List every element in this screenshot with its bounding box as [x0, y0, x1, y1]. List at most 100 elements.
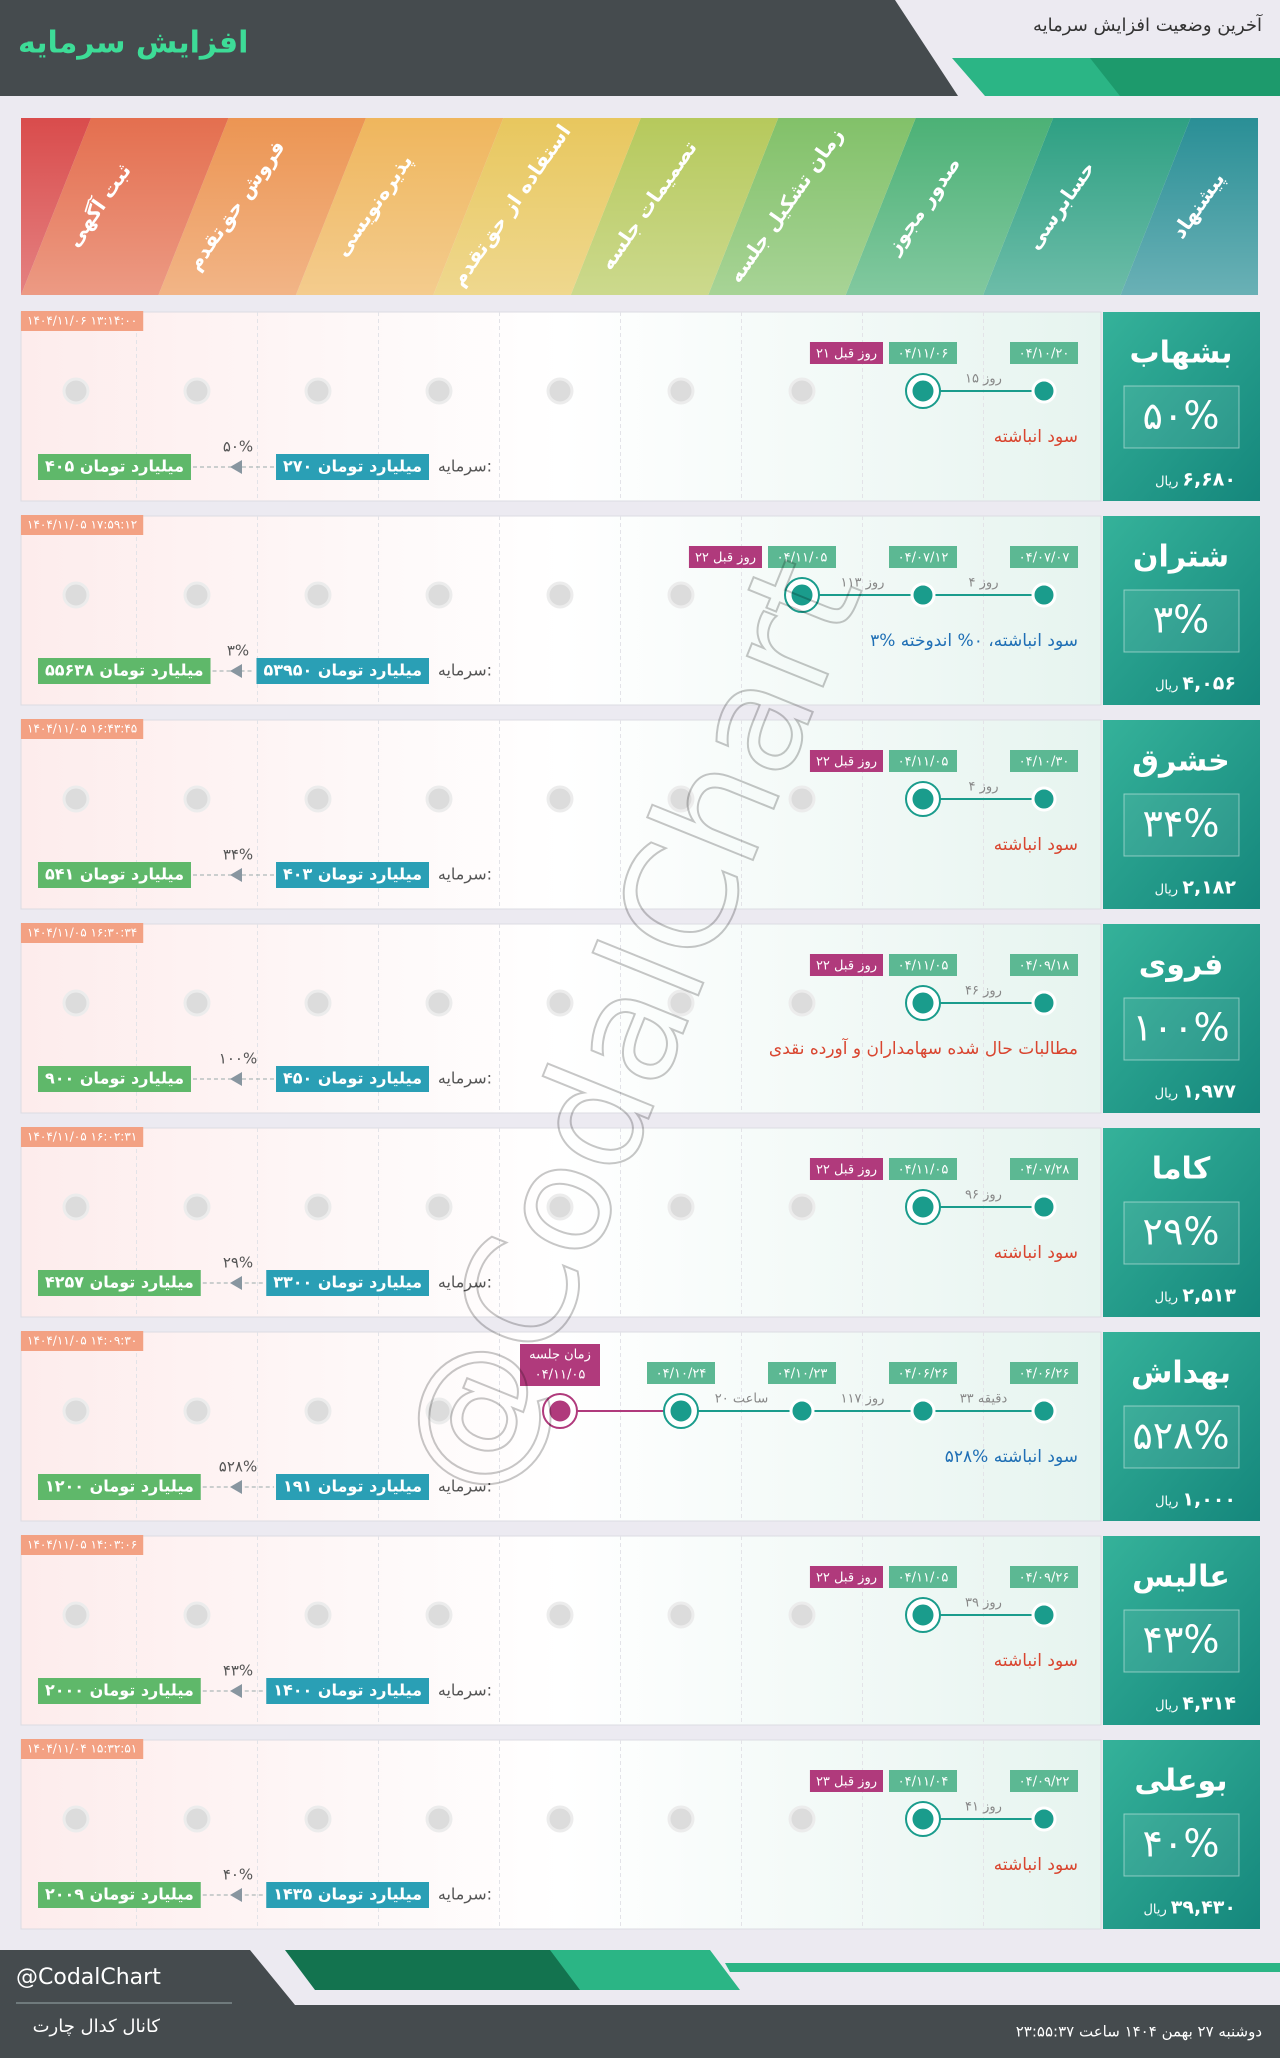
price: ۶,۶۸۰	[1182, 469, 1236, 491]
price-unit: ریال	[1143, 1903, 1166, 1918]
timestamp: ۱۴۰۴/۱۱/۰۵ ۱۶:۳۰:۳۴	[27, 926, 137, 940]
stage-fade	[21, 118, 1258, 295]
capital-from-box	[266, 1678, 429, 1704]
node-done	[909, 377, 937, 405]
company-percent: ۵۰%	[1143, 394, 1220, 438]
date-box	[768, 1362, 836, 1384]
timestamp: ۱۴۰۴/۱۱/۰۵ ۱۶:۰۲:۳۱	[27, 1130, 137, 1144]
header-stripe	[1090, 58, 1280, 96]
node-pending	[183, 1397, 211, 1425]
company-name: بشهاب	[1129, 336, 1232, 371]
capital-label: سرمایه:	[438, 457, 492, 477]
date-box	[1010, 750, 1078, 772]
node-pending	[546, 1193, 574, 1221]
price: ۱,۹۷۷	[1182, 1081, 1236, 1103]
node-pending	[62, 785, 90, 813]
node-done	[910, 582, 936, 608]
date-box	[889, 1158, 957, 1180]
capital-to: ۵۵۶۳۸ میلیارد تومان	[45, 661, 204, 680]
date-label: ۰۴/۱۰/۲۴	[656, 1367, 707, 1382]
date-box	[1010, 342, 1078, 364]
date-box	[889, 1566, 957, 1588]
timestamp-box	[21, 515, 144, 535]
footer-datetime: دوشنبه ۲۷ بهمن ۱۴۰۴ ساعت ۲۳:۵۵:۳۷	[1016, 2023, 1262, 2041]
capital-label: سرمایه:	[438, 865, 492, 885]
price: ۲,۵۱۳	[1182, 1285, 1236, 1307]
note: سود انباشته	[994, 1855, 1078, 1875]
price-unit: ریال	[1155, 883, 1178, 898]
node-pending	[62, 377, 90, 405]
timestamp-box	[21, 1331, 144, 1351]
date-box	[1010, 1770, 1078, 1792]
node-pending	[183, 377, 211, 405]
company-name: بوعلی	[1134, 1764, 1227, 1799]
capital-pct: ۴۳%	[223, 1662, 253, 1680]
price-unit: ریال	[1155, 475, 1178, 490]
capital-from: ۱۴۳۵ میلیارد تومان	[273, 1885, 422, 1904]
gap-label: ۴۱ روز	[965, 1800, 1002, 1815]
date-label: ۰۴/۰۷/۲۸	[1019, 1163, 1070, 1178]
company-name: بهداش	[1131, 1356, 1231, 1391]
node-pending	[304, 1601, 332, 1629]
node-pending	[667, 989, 695, 1017]
capital-to-box	[38, 862, 191, 888]
date-box	[889, 1770, 957, 1792]
node-pending	[667, 785, 695, 813]
date-label: ۰۴/۱۱/۰۵	[898, 1571, 949, 1586]
days-ago-box	[809, 342, 883, 364]
timestamp-box	[21, 1127, 144, 1147]
footer-bar	[0, 1950, 1280, 2058]
footer-stripe	[285, 1950, 590, 1990]
capital-to: ۴۰۵ میلیارد تومان	[45, 457, 184, 476]
price-unit: ریال	[1155, 1699, 1178, 1714]
gap-label: ۳۳ دقیقه	[960, 1392, 1008, 1407]
node-pending	[304, 581, 332, 609]
date-label: ۰۴/۱۱/۰۵	[898, 1163, 949, 1178]
node-pending	[546, 1805, 574, 1833]
capital-arrow	[230, 664, 242, 678]
node-pending	[62, 1193, 90, 1221]
node-pending	[546, 581, 574, 609]
days-ago: ۲۳ روز قبل	[816, 1775, 877, 1790]
capital-from-box	[266, 1882, 429, 1908]
capital-pct: ۲۹%	[223, 1254, 253, 1272]
node-done	[1031, 786, 1057, 812]
node-done	[1031, 582, 1057, 608]
node-pending	[425, 1601, 453, 1629]
timestamp-box	[21, 1535, 144, 1555]
capital-to: ۵۴۱ میلیارد تومان	[45, 865, 184, 884]
node-pending	[304, 377, 332, 405]
timestamp: ۱۴۰۴/۱۱/۰۵ ۱۷:۵۹:۱۲	[27, 518, 137, 532]
node-done	[909, 785, 937, 813]
company-percent: ۴۳%	[1143, 1618, 1220, 1662]
node-pending	[425, 581, 453, 609]
node-pending	[304, 785, 332, 813]
date-label: ۰۴/۰۹/۲۲	[1019, 1775, 1070, 1790]
capital-from: ۱۴۰۰ میلیارد تومان	[273, 1681, 422, 1700]
node-pending	[667, 377, 695, 405]
capital-from: ۲۷۰ میلیارد تومان	[283, 457, 422, 476]
node-done	[1031, 990, 1057, 1016]
timestamp-box	[21, 311, 144, 331]
percent-box	[1123, 997, 1240, 1061]
percent-box	[1123, 1609, 1240, 1673]
capital-from-box	[276, 862, 429, 888]
node-done	[1031, 1398, 1057, 1424]
gap-label: ۴ روز	[969, 576, 999, 591]
gap-label: ۲۰ ساعت	[715, 1392, 769, 1407]
company-percent: ۳۴%	[1143, 802, 1220, 846]
percent-box	[1123, 1813, 1240, 1877]
node-pending	[425, 1805, 453, 1833]
node-pending	[304, 1397, 332, 1425]
date-label: ۰۴/۱۱/۰۶	[898, 347, 949, 362]
node-done	[1031, 1602, 1057, 1628]
date-box	[1010, 1566, 1078, 1588]
footer-line	[725, 1963, 1280, 1972]
node-pending	[425, 1193, 453, 1221]
company-panel	[1103, 1536, 1260, 1725]
footer-channel: کانال کدال چارت	[33, 2016, 161, 2037]
timestamp-box	[21, 923, 144, 943]
date-box	[889, 750, 957, 772]
node-done	[909, 1601, 937, 1629]
company-percent: ۴۰%	[1143, 1822, 1220, 1866]
